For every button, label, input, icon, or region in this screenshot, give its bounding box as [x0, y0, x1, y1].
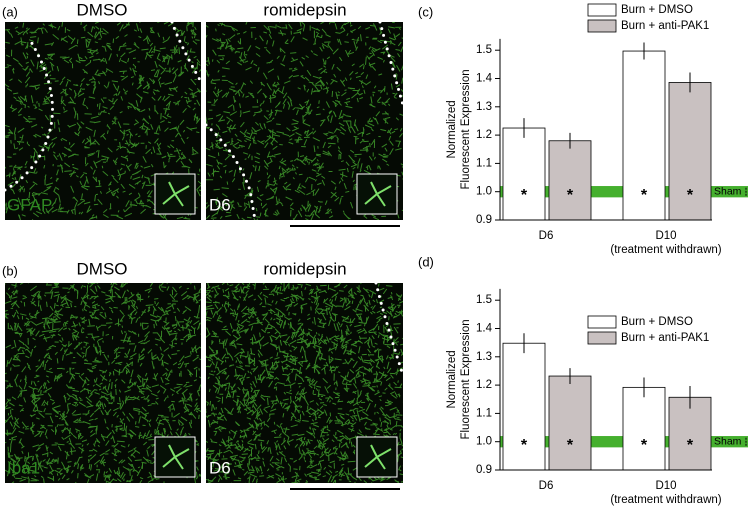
- bar: [622, 50, 666, 221]
- bar: [622, 386, 666, 471]
- significance-marker: *: [567, 437, 574, 454]
- legend-swatch: [587, 3, 617, 17]
- legend-label: Burn + DMSO: [621, 316, 693, 328]
- stain-label: GFAP: [7, 195, 52, 214]
- y-tick-label: 1.3: [476, 351, 492, 363]
- y-tick-label: 0.9: [476, 464, 492, 476]
- y-tick-label: 1.0: [476, 436, 492, 448]
- inset-cell: [364, 181, 392, 207]
- inset-cell: [162, 444, 190, 470]
- y-tick-label: 1.1: [476, 407, 492, 419]
- y-tick-label: 0.9: [476, 214, 492, 226]
- legend-label: Burn + anti-PAK1: [621, 332, 709, 344]
- x-tick-note: (treatment withdrawn): [610, 244, 721, 256]
- cell-texture: [5, 22, 201, 220]
- micrograph: [206, 283, 403, 483]
- y-tick-label: 1.1: [476, 157, 492, 169]
- x-tick-note: (treatment withdrawn): [610, 494, 721, 506]
- significance-marker: *: [687, 437, 694, 454]
- cell-texture: [206, 283, 403, 483]
- lesion-border: [206, 22, 403, 220]
- bar: [502, 127, 546, 221]
- micrograph: [206, 22, 403, 220]
- micrograph: [5, 22, 201, 220]
- inset-cell: [162, 181, 190, 207]
- x-tick-label: D10: [655, 480, 676, 492]
- micrograph: [5, 283, 201, 483]
- legend-swatch: [587, 315, 617, 329]
- x-tick-label: D6: [539, 480, 554, 492]
- y-tick-label: 1.5: [476, 44, 492, 56]
- bar: [668, 82, 712, 221]
- bar: [548, 375, 592, 471]
- bar: [668, 396, 712, 471]
- panel-label: (c): [418, 4, 433, 19]
- y-tick-label: 1.5: [476, 294, 492, 306]
- y-tick-label: 1.2: [476, 129, 492, 141]
- bar: [548, 140, 592, 221]
- y-tick-label: 1.4: [476, 323, 493, 335]
- y-tick-label: 1.4: [476, 73, 493, 85]
- significance-marker: *: [641, 437, 648, 454]
- significance-marker: *: [521, 437, 528, 454]
- y-axis-label: Normalized: [446, 350, 458, 408]
- column-title: DMSO: [77, 259, 128, 278]
- column-title: DMSO: [77, 0, 128, 19]
- panel-label: (b): [2, 263, 18, 278]
- legend-label: Burn + anti-PAK1: [621, 20, 709, 32]
- y-tick-label: 1.2: [476, 379, 492, 391]
- inset-cell: [364, 444, 392, 470]
- column-title: romidepsin: [263, 259, 346, 278]
- y-axis-label: Fluorescent Expression: [460, 69, 472, 189]
- y-tick-label: 1.0: [476, 186, 492, 198]
- column-title: romidepsin: [263, 0, 346, 19]
- cell-texture: [5, 283, 201, 483]
- legend-swatch: [587, 331, 617, 345]
- legend-label: Burn + DMSO: [621, 4, 693, 16]
- day-label: D6: [209, 195, 231, 214]
- lesion-border: [5, 22, 201, 192]
- day-label: D6: [209, 458, 231, 477]
- x-tick-label: D10: [655, 230, 676, 242]
- significance-marker: *: [687, 187, 694, 204]
- panel-label: (a): [2, 4, 18, 19]
- y-axis-label: Normalized: [446, 100, 458, 158]
- panel-label: (d): [418, 254, 434, 269]
- x-tick-label: D6: [539, 230, 554, 242]
- reference-label: Sham: [714, 185, 742, 197]
- lesion-border: [374, 283, 403, 377]
- y-tick-label: 1.3: [476, 101, 492, 113]
- stain-label: Iba1: [7, 458, 40, 477]
- reference-label: Sham: [714, 435, 742, 447]
- legend-swatch: [587, 19, 617, 33]
- y-axis-label: Fluorescent Expression: [460, 319, 472, 439]
- significance-marker: *: [567, 187, 574, 204]
- significance-marker: *: [641, 187, 648, 204]
- significance-marker: *: [521, 187, 528, 204]
